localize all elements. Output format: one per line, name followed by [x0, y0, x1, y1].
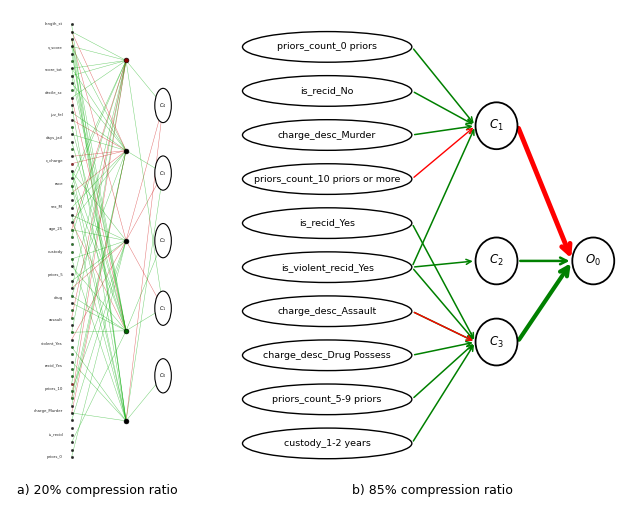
- Text: is_recid_Yes: is_recid_Yes: [299, 219, 355, 228]
- Text: priors_0: priors_0: [47, 455, 63, 459]
- Ellipse shape: [243, 76, 412, 106]
- Text: sex_M: sex_M: [51, 204, 63, 208]
- Text: is_recid: is_recid: [48, 432, 63, 436]
- Circle shape: [155, 156, 172, 190]
- Circle shape: [155, 291, 172, 325]
- Text: $C_3$: $C_3$: [489, 334, 504, 350]
- Ellipse shape: [243, 340, 412, 371]
- Text: age_25: age_25: [49, 227, 63, 231]
- Text: $O_0$: $O_0$: [586, 253, 601, 268]
- Text: is_recid_No: is_recid_No: [301, 87, 354, 95]
- Text: priors_count_5-9 priors: priors_count_5-9 priors: [273, 395, 382, 404]
- Text: $C_0$: $C_0$: [159, 371, 167, 380]
- Ellipse shape: [243, 32, 412, 62]
- Circle shape: [476, 318, 518, 366]
- Text: priors_5: priors_5: [47, 273, 63, 277]
- Ellipse shape: [243, 164, 412, 195]
- Text: recid_Yes: recid_Yes: [45, 364, 63, 368]
- Ellipse shape: [243, 208, 412, 239]
- Text: charge_Murder: charge_Murder: [34, 410, 63, 413]
- Text: custody: custody: [47, 250, 63, 254]
- Circle shape: [155, 89, 172, 122]
- Text: juv_fel: juv_fel: [50, 114, 63, 117]
- Ellipse shape: [243, 252, 412, 283]
- Text: violent_Yes: violent_Yes: [42, 341, 63, 345]
- Circle shape: [476, 102, 518, 149]
- Text: b) 85% compression ratio: b) 85% compression ratio: [351, 484, 513, 497]
- Text: priors_count_10 priors or more: priors_count_10 priors or more: [254, 175, 401, 184]
- Circle shape: [476, 238, 518, 284]
- Text: decile_sc: decile_sc: [45, 91, 63, 95]
- Text: $C_1$: $C_1$: [159, 304, 166, 313]
- Text: assault: assault: [49, 318, 63, 323]
- Ellipse shape: [243, 428, 412, 459]
- Text: charge_desc_Murder: charge_desc_Murder: [278, 131, 376, 139]
- Text: $C_3$: $C_3$: [159, 168, 166, 178]
- Text: charge_desc_Assault: charge_desc_Assault: [278, 307, 377, 316]
- Text: $C_4$: $C_4$: [159, 101, 167, 110]
- Ellipse shape: [243, 296, 412, 327]
- Circle shape: [155, 359, 172, 393]
- Text: days_jail: days_jail: [46, 136, 63, 140]
- Text: charge_desc_Drug Possess: charge_desc_Drug Possess: [263, 351, 391, 360]
- Text: c_charge: c_charge: [45, 159, 63, 163]
- Ellipse shape: [243, 120, 412, 151]
- Text: $C_1$: $C_1$: [489, 118, 504, 133]
- Text: $C_2$: $C_2$: [159, 236, 166, 245]
- Text: is_violent_recid_Yes: is_violent_recid_Yes: [281, 263, 374, 272]
- Text: drug: drug: [54, 295, 63, 300]
- Text: priors_10: priors_10: [45, 387, 63, 391]
- Text: a) 20% compression ratio: a) 20% compression ratio: [17, 484, 178, 497]
- Text: score_txt: score_txt: [45, 68, 63, 72]
- Text: v_score: v_score: [48, 45, 63, 49]
- Text: length_st: length_st: [45, 23, 63, 27]
- Text: race: race: [54, 182, 63, 186]
- Text: custody_1-2 years: custody_1-2 years: [284, 439, 371, 448]
- Text: priors_count_0 priors: priors_count_0 priors: [277, 42, 377, 51]
- Text: $C_2$: $C_2$: [489, 253, 504, 268]
- Ellipse shape: [243, 384, 412, 415]
- Circle shape: [155, 224, 172, 258]
- Circle shape: [572, 238, 614, 284]
